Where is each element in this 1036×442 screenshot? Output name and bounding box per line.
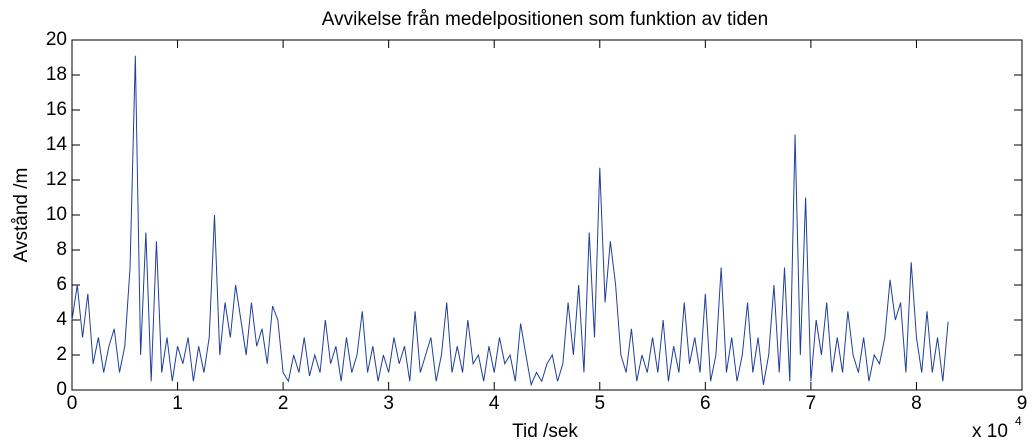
y-tick-label: 16: [46, 99, 67, 120]
y-tick-label: 10: [46, 204, 67, 225]
data-line: [71, 55, 949, 387]
y-tick-label: 8: [56, 239, 67, 260]
x-tick-label: 2: [278, 393, 289, 414]
x-tick-label: 8: [911, 393, 922, 414]
x-multiplier-exponent: 4: [1015, 414, 1022, 428]
y-tick-label: 20: [46, 29, 67, 50]
x-tick-label: 5: [594, 393, 605, 414]
y-tick-label: 12: [46, 169, 67, 190]
y-tick-label: 0: [56, 379, 67, 400]
x-tick-label: 0: [67, 393, 78, 414]
x-tick-label: 7: [806, 393, 817, 414]
x-tick-label: 4: [489, 393, 500, 414]
y-axis-label: Avstånd /m: [11, 168, 32, 263]
chart-title: Avvikelse från medelpositionen som funkt…: [322, 9, 768, 30]
x-tick-label: 9: [1017, 393, 1028, 414]
y-tick-label: 4: [56, 309, 67, 330]
x-multiplier: x 10: [972, 421, 1008, 442]
y-tick-label: 18: [46, 64, 67, 85]
x-tick-label: 1: [172, 393, 183, 414]
x-tick-label: 6: [700, 393, 711, 414]
y-tick-label: 6: [56, 274, 67, 295]
x-axis-label: Tid /sek: [512, 421, 578, 442]
y-tick-label: 14: [46, 134, 68, 155]
x-tick-label: 3: [383, 393, 394, 414]
y-tick-label: 2: [56, 344, 67, 365]
